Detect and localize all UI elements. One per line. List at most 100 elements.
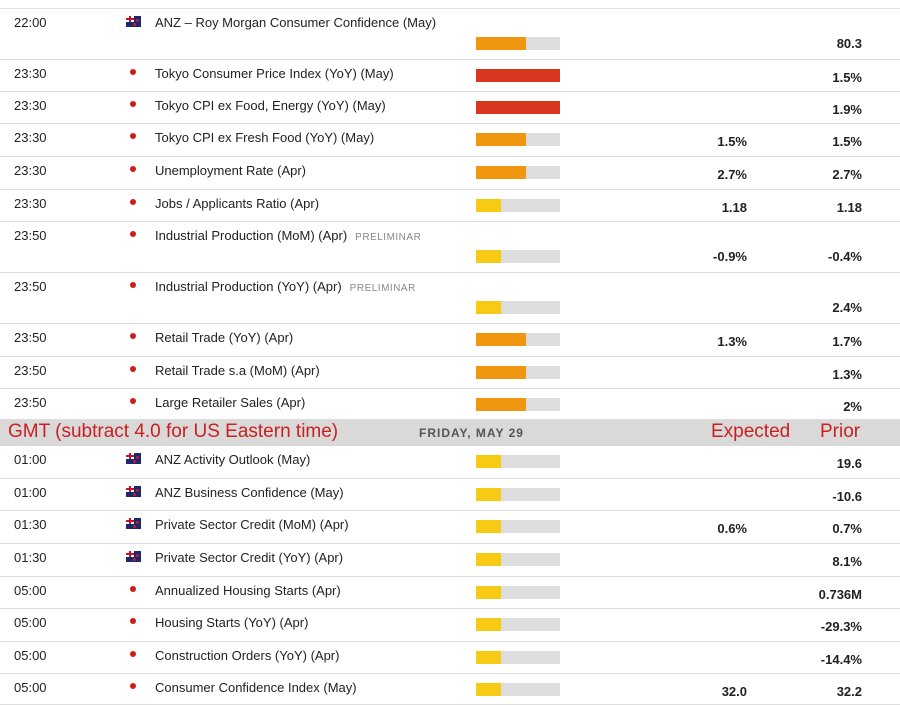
prior-value: 1.7% xyxy=(832,334,862,349)
japan-flag-icon xyxy=(126,99,141,110)
event-name[interactable]: ANZ Business Confidence (May) xyxy=(155,485,344,500)
expected-value: 0.6% xyxy=(717,521,747,536)
event-name-text: Private Sector Credit (MoM) (Apr) xyxy=(155,517,349,532)
impact-meter-fill xyxy=(476,101,560,114)
event-name[interactable]: Housing Starts (YoY) (Apr) xyxy=(155,615,308,630)
impact-meter-fill xyxy=(476,553,501,566)
event-row[interactable]: 22:00 ANZ – Roy Morgan Consumer Confidenc… xyxy=(0,9,900,60)
impact-meter xyxy=(476,553,560,566)
event-row[interactable]: 23:50 Large Retailer Sales (Apr) 2% xyxy=(0,389,900,420)
japan-flag-icon xyxy=(126,649,141,660)
impact-meter xyxy=(476,455,560,468)
expected-value: 2.7% xyxy=(717,167,747,182)
new-zealand-flag-icon xyxy=(126,453,141,464)
japan-flag-icon xyxy=(126,331,141,342)
prior-value: 2.4% xyxy=(832,300,862,315)
event-name[interactable]: ANZ – Roy Morgan Consumer Confidence (Ma… xyxy=(155,15,436,30)
event-row[interactable]: 23:30 Unemployment Rate (Apr) 2.7% 2.7% xyxy=(0,157,900,190)
event-time: 23:30 xyxy=(14,98,47,113)
event-row[interactable]: 23:30 Tokyo CPI ex Fresh Food (YoY) (May)… xyxy=(0,124,900,157)
event-row[interactable]: 05:00 Housing Starts (YoY) (Apr) -29.3% xyxy=(0,609,900,642)
impact-meter xyxy=(476,520,560,533)
event-row[interactable]: 23:30 Tokyo CPI ex Food, Energy (YoY) (Ma… xyxy=(0,92,900,124)
event-row[interactable]: 23:50 Industrial Production (YoY) (Apr) PR… xyxy=(0,273,900,324)
event-name[interactable]: Retail Trade (YoY) (Apr) xyxy=(155,330,293,345)
impact-meter xyxy=(476,488,560,501)
event-row[interactable]: 23:50 Industrial Production (MoM) (Apr) PR… xyxy=(0,222,900,273)
prior-value: 1.3% xyxy=(832,367,862,382)
event-name[interactable]: Annualized Housing Starts (Apr) xyxy=(155,583,341,598)
japan-flag-icon xyxy=(126,584,141,595)
event-row[interactable]: 23:50 Retail Trade s.a (MoM) (Apr) 1.3% xyxy=(0,357,900,389)
day-header-date: FRIDAY, MAY 29 xyxy=(419,426,524,440)
prior-value: 32.2 xyxy=(836,684,862,699)
event-time: 23:50 xyxy=(14,330,47,345)
expected-value: 1.5% xyxy=(717,134,747,149)
event-time: 05:00 xyxy=(14,680,47,695)
impact-meter-fill xyxy=(476,133,526,146)
event-name-text: Annualized Housing Starts (Apr) xyxy=(155,583,341,598)
impact-meter xyxy=(476,398,560,411)
impact-meter-fill xyxy=(476,166,526,179)
event-name[interactable]: Unemployment Rate (Apr) xyxy=(155,163,306,178)
event-name-text: Tokyo CPI ex Food, Energy (YoY) (May) xyxy=(155,98,386,113)
impact-meter xyxy=(476,133,560,146)
expected-value: -0.9% xyxy=(713,249,747,264)
event-row[interactable]: 01:00 ANZ Business Confidence (May) -10.6 xyxy=(0,479,900,511)
impact-meter xyxy=(476,199,560,212)
prior-value: 0.736M xyxy=(818,587,862,602)
impact-meter xyxy=(476,651,560,664)
japan-flag-icon xyxy=(126,280,141,291)
event-name-text: Consumer Confidence Index (May) xyxy=(155,680,357,695)
impact-meter-fill xyxy=(476,333,526,346)
impact-meter-fill xyxy=(476,455,501,468)
event-time: 23:50 xyxy=(14,279,47,294)
impact-meter-fill xyxy=(476,69,560,82)
event-name[interactable]: Consumer Confidence Index (May) xyxy=(155,680,357,695)
event-name[interactable]: Industrial Production (MoM) (Apr) PRELIMI… xyxy=(155,228,421,243)
event-name-text: Housing Starts (YoY) (Apr) xyxy=(155,615,309,630)
event-time: 05:00 xyxy=(14,615,47,630)
event-row[interactable]: 05:00 Construction Orders (YoY) (Apr) -14.… xyxy=(0,642,900,674)
prior-value: 80.3 xyxy=(836,36,862,51)
event-row[interactable]: 05:00 Consumer Confidence Index (May) 32.0… xyxy=(0,674,900,705)
japan-flag-icon xyxy=(126,681,141,692)
event-name[interactable]: Private Sector Credit (MoM) (Apr) xyxy=(155,517,349,532)
japan-flag-icon xyxy=(126,164,141,175)
event-name[interactable]: Retail Trade s.a (MoM) (Apr) xyxy=(155,363,320,378)
event-time: 23:50 xyxy=(14,395,47,410)
event-name[interactable]: Tokyo Consumer Price Index (YoY) (May) xyxy=(155,66,394,81)
prior-value: 2.7% xyxy=(832,167,862,182)
event-row[interactable]: 23:50 Retail Trade (YoY) (Apr) 1.3% 1.7% xyxy=(0,324,900,357)
event-row[interactable]: 01:30 Private Sector Credit (MoM) (Apr) 0.… xyxy=(0,511,900,544)
new-zealand-flag-icon xyxy=(126,16,141,27)
event-name[interactable]: Jobs / Applicants Ratio (Apr) xyxy=(155,196,319,211)
event-name[interactable]: ANZ Activity Outlook (May) xyxy=(155,452,310,467)
event-name[interactable]: Construction Orders (YoY) (Apr) xyxy=(155,648,339,663)
event-row[interactable]: 01:00 ANZ Activity Outlook (May) 19.6 xyxy=(0,446,900,479)
event-row[interactable]: 01:30 Private Sector Credit (YoY) (Apr) 8.… xyxy=(0,544,900,577)
event-name[interactable]: Private Sector Credit (YoY) (Apr) xyxy=(155,550,343,565)
impact-meter-fill xyxy=(476,37,526,50)
japan-flag-icon xyxy=(126,364,141,375)
impact-meter-fill xyxy=(476,618,501,631)
japan-flag-icon xyxy=(126,616,141,627)
new-zealand-flag-icon xyxy=(126,518,141,529)
event-name-text: Tokyo Consumer Price Index (YoY) (May) xyxy=(155,66,394,81)
event-name-text: Jobs / Applicants Ratio (Apr) xyxy=(155,196,320,211)
event-name[interactable]: Tokyo CPI ex Food, Energy (YoY) (May) xyxy=(155,98,386,113)
event-name[interactable]: Tokyo CPI ex Fresh Food (YoY) (May) xyxy=(155,130,374,145)
impact-meter xyxy=(476,166,560,179)
impact-meter xyxy=(476,101,560,114)
event-time: 05:00 xyxy=(14,648,47,663)
japan-flag-icon xyxy=(126,67,141,78)
event-row[interactable]: 23:30 Jobs / Applicants Ratio (Apr) 1.18 1.… xyxy=(0,190,900,222)
event-row[interactable]: 05:00 Annualized Housing Starts (Apr) 0.73… xyxy=(0,577,900,609)
prior-value: -10.6 xyxy=(832,489,862,504)
impact-meter-fill xyxy=(476,301,501,314)
event-name-text: Unemployment Rate (Apr) xyxy=(155,163,306,178)
event-name[interactable]: Large Retailer Sales (Apr) xyxy=(155,395,305,410)
event-row[interactable]: 23:30 Tokyo Consumer Price Index (YoY) (M… xyxy=(0,60,900,92)
event-name[interactable]: Industrial Production (YoY) (Apr) PRELIMI… xyxy=(155,279,416,294)
event-time: 01:00 xyxy=(14,485,47,500)
